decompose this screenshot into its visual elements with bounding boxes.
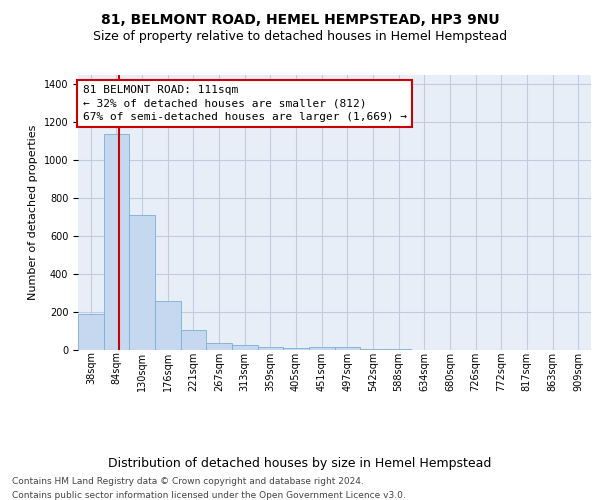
Text: Size of property relative to detached houses in Hemel Hempstead: Size of property relative to detached ho… bbox=[93, 30, 507, 43]
Bar bbox=[104, 134, 130, 350]
Bar bbox=[309, 346, 335, 350]
Bar bbox=[181, 330, 206, 350]
Text: 81, BELMONT ROAD, HEMEL HEMPSTEAD, HP3 9NU: 81, BELMONT ROAD, HEMEL HEMPSTEAD, HP3 9… bbox=[101, 12, 499, 26]
Bar bbox=[206, 344, 232, 350]
Bar bbox=[232, 344, 257, 350]
Text: Contains HM Land Registry data © Crown copyright and database right 2024.: Contains HM Land Registry data © Crown c… bbox=[12, 478, 364, 486]
Text: Distribution of detached houses by size in Hemel Hempstead: Distribution of detached houses by size … bbox=[109, 458, 491, 470]
Bar bbox=[78, 314, 104, 350]
Bar bbox=[130, 216, 155, 350]
Bar bbox=[335, 347, 360, 350]
Y-axis label: Number of detached properties: Number of detached properties bbox=[28, 125, 38, 300]
Text: 81 BELMONT ROAD: 111sqm
← 32% of detached houses are smaller (812)
67% of semi-d: 81 BELMONT ROAD: 111sqm ← 32% of detache… bbox=[83, 86, 407, 122]
Bar bbox=[257, 348, 283, 350]
Bar bbox=[155, 300, 181, 350]
Bar bbox=[360, 349, 386, 350]
Bar bbox=[283, 348, 309, 350]
Text: Contains public sector information licensed under the Open Government Licence v3: Contains public sector information licen… bbox=[12, 491, 406, 500]
